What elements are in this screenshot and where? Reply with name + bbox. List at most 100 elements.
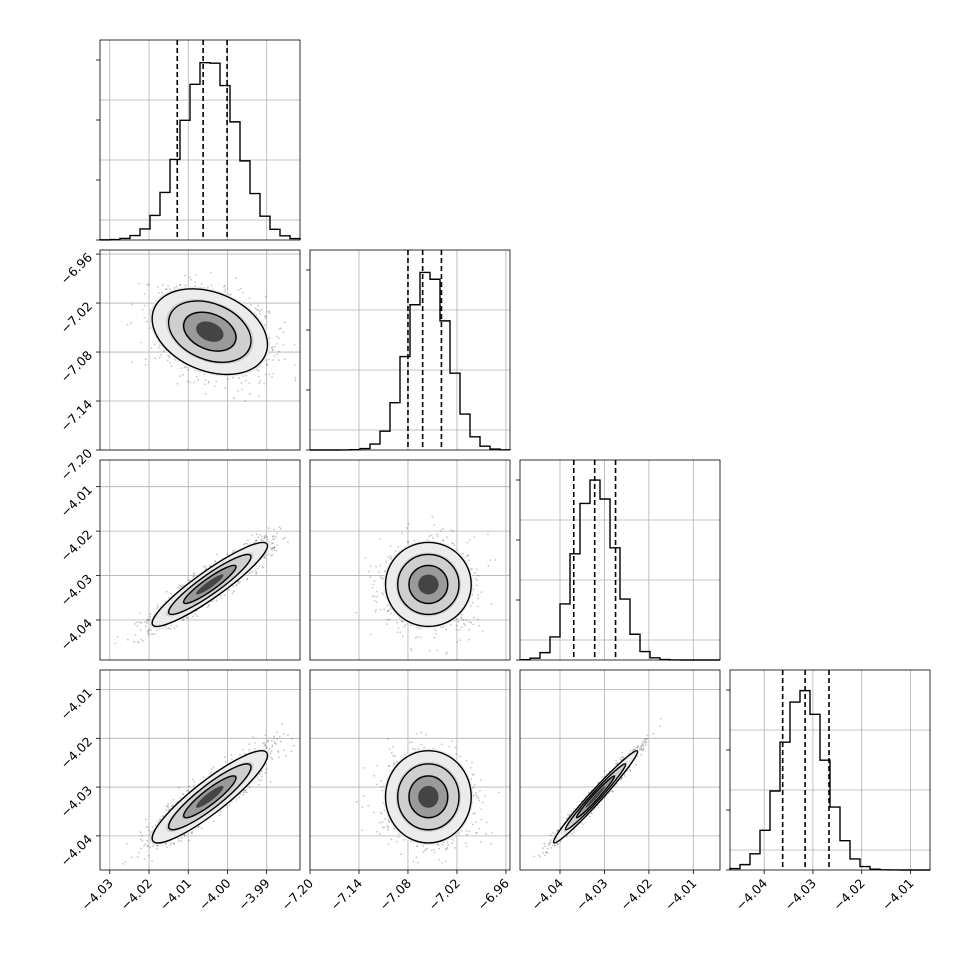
sample-point xyxy=(184,274,186,277)
sample-point xyxy=(379,608,382,611)
sample-point xyxy=(168,288,171,290)
sample-point xyxy=(184,365,187,368)
sample-point xyxy=(149,628,152,631)
contour-line xyxy=(167,300,252,363)
sample-point xyxy=(283,321,286,323)
sample-point xyxy=(214,560,216,562)
sample-point xyxy=(146,630,149,632)
sample-point xyxy=(247,539,249,542)
sample-point xyxy=(490,603,493,606)
sample-point xyxy=(205,567,208,570)
sample-point xyxy=(294,376,297,379)
sample-point xyxy=(481,630,484,633)
sample-point xyxy=(166,359,169,362)
sample-point xyxy=(245,379,247,382)
histogram-panel-2 xyxy=(306,249,511,451)
sample-point xyxy=(226,553,229,556)
sample-point xyxy=(165,288,167,291)
sample-point xyxy=(156,606,159,608)
sample-point xyxy=(272,359,274,361)
sample-point xyxy=(223,286,225,288)
sample-point xyxy=(374,610,377,613)
sample-point xyxy=(271,548,274,550)
sample-point xyxy=(204,565,207,568)
sample-point xyxy=(191,615,194,618)
sample-point xyxy=(184,284,187,287)
sample-point xyxy=(144,358,147,360)
sample-point xyxy=(399,631,402,634)
sample-point xyxy=(287,541,289,543)
sample-point xyxy=(239,580,242,583)
histogram-panel-3 xyxy=(516,459,721,661)
sample-point xyxy=(237,390,240,393)
sample-point xyxy=(161,291,164,294)
sample-point xyxy=(271,542,273,545)
sample-point xyxy=(231,592,234,594)
sample-point xyxy=(373,600,376,602)
sample-point xyxy=(385,560,387,563)
sample-point xyxy=(249,392,252,395)
sample-point xyxy=(403,626,406,628)
sample-point xyxy=(156,607,159,610)
sample-point xyxy=(378,538,381,540)
sample-point xyxy=(259,380,262,382)
sample-point xyxy=(234,277,237,280)
contour-line xyxy=(151,288,269,376)
sample-point xyxy=(259,312,261,315)
sample-point xyxy=(143,292,146,295)
sample-point xyxy=(183,366,186,369)
sample-point xyxy=(162,350,165,352)
sample-point xyxy=(170,365,173,368)
scatter-panel-3-2 xyxy=(309,459,511,661)
sample-point xyxy=(114,642,117,645)
sample-point xyxy=(257,309,260,311)
sample-point xyxy=(163,600,166,603)
sample-point xyxy=(266,363,269,366)
sample-point xyxy=(260,538,262,540)
sample-point xyxy=(465,619,468,622)
sample-point xyxy=(264,536,267,538)
sample-point xyxy=(397,627,400,629)
sample-point xyxy=(150,347,153,350)
sample-point xyxy=(224,290,227,293)
sample-point xyxy=(180,585,182,588)
sample-point xyxy=(375,601,378,604)
sample-point xyxy=(126,638,129,641)
histogram-panel-4 xyxy=(726,669,931,871)
sample-point xyxy=(258,565,261,568)
sample-point xyxy=(223,284,226,287)
sample-point xyxy=(153,343,156,346)
sample-point xyxy=(200,283,203,286)
sample-point xyxy=(207,380,210,383)
sample-point xyxy=(276,532,278,535)
sample-point xyxy=(268,373,271,376)
sample-point xyxy=(167,354,170,357)
sample-point xyxy=(277,350,280,353)
sample-point xyxy=(140,638,143,641)
sample-point xyxy=(264,315,266,318)
sample-point xyxy=(142,639,144,642)
panel-background xyxy=(100,460,300,660)
sample-point xyxy=(256,308,259,311)
sample-point xyxy=(154,357,157,360)
sample-point xyxy=(270,547,272,550)
histogram-panel-1 xyxy=(96,39,301,241)
sample-point xyxy=(148,635,150,637)
sample-point xyxy=(261,535,263,538)
sample-point xyxy=(410,648,412,650)
sample-point xyxy=(477,605,479,608)
sample-point xyxy=(389,545,392,548)
sample-point xyxy=(182,373,184,376)
sample-point xyxy=(264,373,267,376)
sample-point xyxy=(130,303,133,306)
sample-point xyxy=(179,283,181,286)
sample-point xyxy=(176,586,179,589)
sample-point xyxy=(219,594,222,597)
sample-point xyxy=(178,587,181,590)
sample-point xyxy=(141,308,144,311)
sample-point xyxy=(186,380,189,383)
sample-point xyxy=(372,583,375,586)
sample-point xyxy=(430,534,433,537)
sample-point xyxy=(257,375,260,378)
sample-point xyxy=(243,543,246,546)
